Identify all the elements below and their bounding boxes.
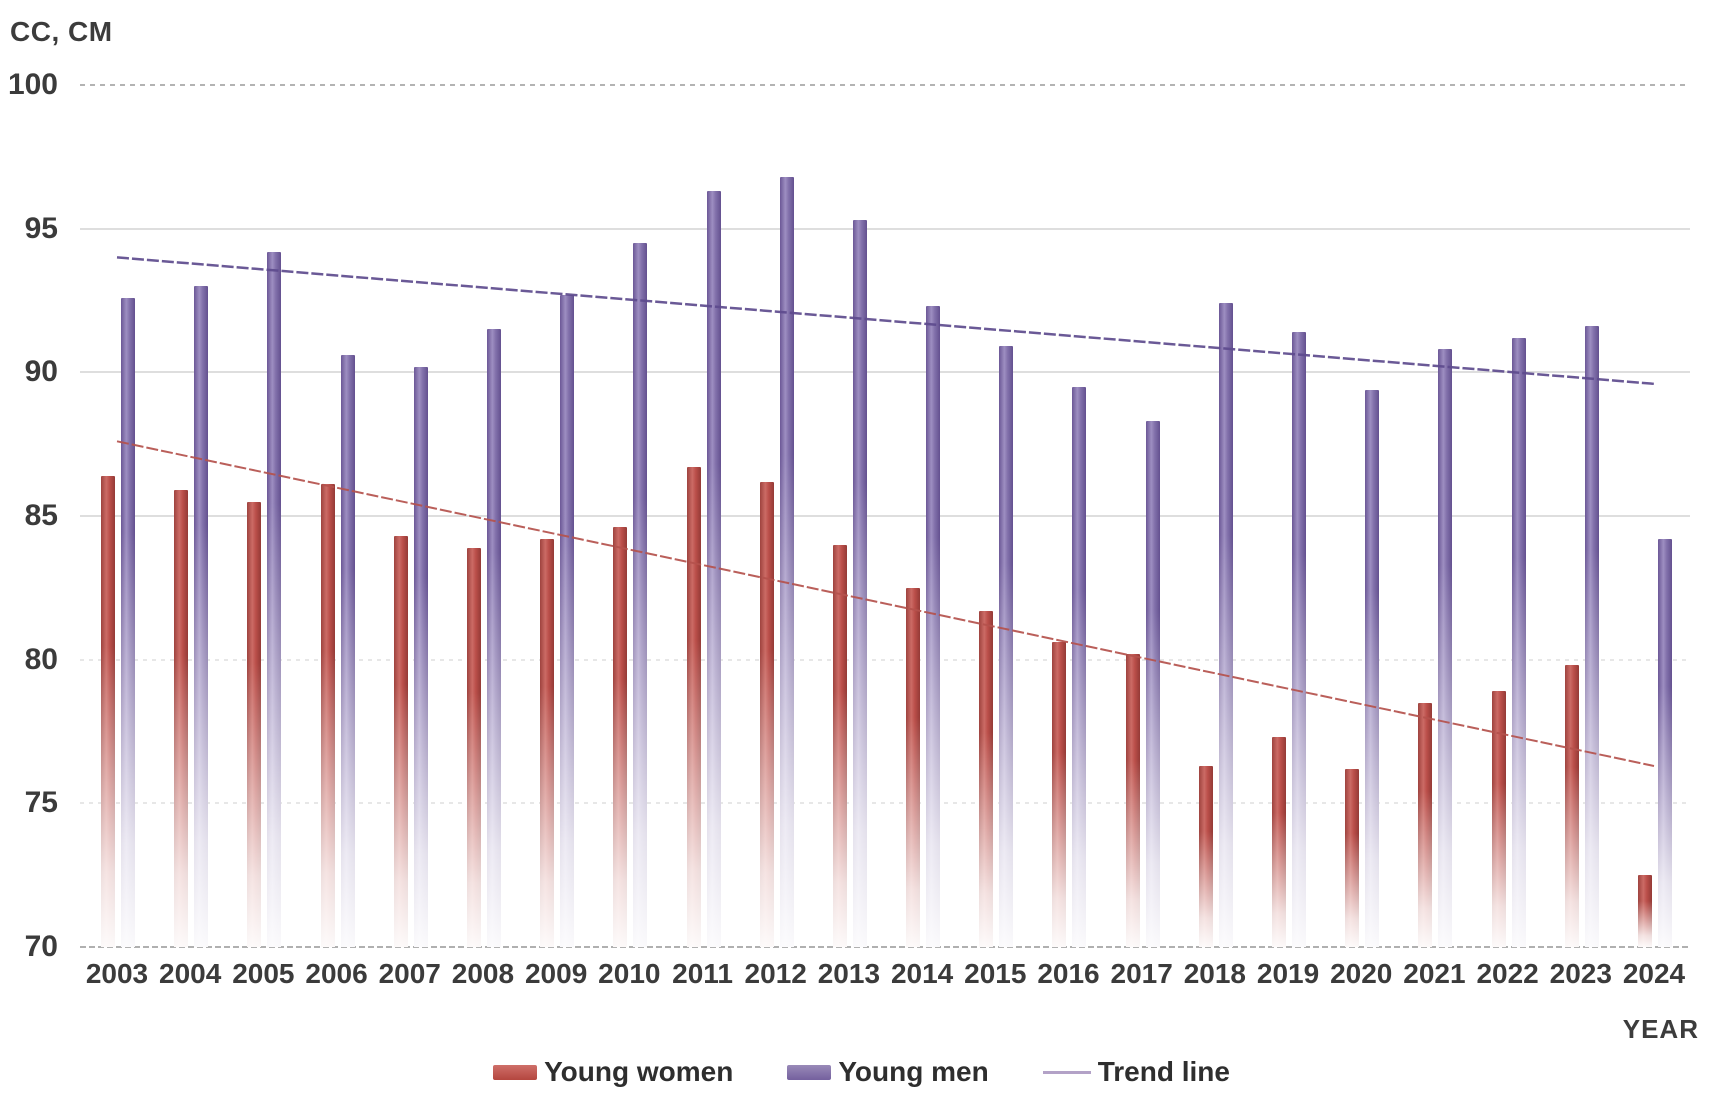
bar-women-2016 <box>1052 642 1067 947</box>
bar-women-2019 <box>1272 737 1287 947</box>
x-tick-label-2007: 2007 <box>378 958 441 989</box>
bar-men-2015 <box>999 346 1014 947</box>
x-tick-label-2019: 2019 <box>1256 958 1320 989</box>
bar-men-2004 <box>194 286 209 947</box>
gridline-85 <box>80 515 1690 517</box>
bar-women-2020 <box>1345 768 1360 947</box>
bar-men-2008 <box>486 329 501 947</box>
gridline-80 <box>80 658 1690 661</box>
bar-men-2003 <box>121 297 135 947</box>
x-tick-label-2018: 2018 <box>1183 958 1246 989</box>
x-tick-label-2009: 2009 <box>524 958 588 989</box>
bar-women-2013 <box>832 544 847 947</box>
bar-women-2022 <box>1491 691 1506 947</box>
legend: Young women Young men Trend line <box>0 1056 1723 1088</box>
y-tick-label-70: 70 <box>24 930 58 963</box>
bar-women-2003 <box>101 475 115 947</box>
legend-swatch-1 <box>787 1064 832 1080</box>
bar-women-2006 <box>320 484 335 947</box>
young-men-trend <box>116 256 1655 386</box>
bar-men-2020 <box>1365 389 1380 947</box>
bar-women-2005 <box>247 501 262 947</box>
x-tick-label-2016: 2016 <box>1037 958 1100 989</box>
x-tick-label-2008: 2008 <box>451 958 515 989</box>
bar-men-2018 <box>1218 303 1233 947</box>
bar-women-2009 <box>540 538 555 947</box>
bar-men-2010 <box>633 243 648 947</box>
bar-women-2023 <box>1564 665 1579 947</box>
legend-swatch-2 <box>1042 1070 1091 1074</box>
x-tick-label-2004: 2004 <box>159 958 222 989</box>
young-women-trend <box>116 440 1655 767</box>
y-tick-label-75: 75 <box>24 786 58 820</box>
gridline-90 <box>80 371 1690 374</box>
bar-women-2024 <box>1638 875 1652 947</box>
x-tick-label-2003: 2003 <box>85 958 149 989</box>
x-tick-label-2020: 2020 <box>1330 958 1393 989</box>
legend-label: Trend line <box>1097 1056 1230 1087</box>
x-tick-label-2013: 2013 <box>817 958 881 989</box>
x-tick-label-2015: 2015 <box>964 958 1027 989</box>
x-tick-label-2011: 2011 <box>672 958 733 989</box>
legend-label: Young men <box>838 1056 989 1087</box>
x-tick-label-2022: 2022 <box>1476 958 1539 989</box>
gridline-75 <box>80 802 1690 805</box>
x-axis-title: YEAR <box>1622 1014 1699 1044</box>
bar-women-2014 <box>906 587 921 947</box>
legend-swatch-0 <box>493 1064 538 1080</box>
plot-area <box>80 84 1690 948</box>
bar-men-2012 <box>779 176 794 947</box>
x-tick-label-2014: 2014 <box>890 958 954 989</box>
bar-men-2009 <box>560 294 575 947</box>
gridline-70 <box>80 946 1690 948</box>
legend-item-young-women: Young women <box>493 1056 733 1088</box>
x-tick-label-2017: 2017 <box>1110 958 1173 989</box>
legend-item-trend-line: Trend line <box>1042 1056 1230 1088</box>
bar-women-2010 <box>613 527 628 947</box>
y-tick-label-95: 95 <box>24 211 58 245</box>
bar-men-2011 <box>706 191 721 947</box>
bar-men-2021 <box>1438 349 1453 947</box>
bar-women-2015 <box>979 610 994 947</box>
x-tick-label-2006: 2006 <box>305 958 368 989</box>
y-tick-label-80: 80 <box>24 642 58 676</box>
x-tick-label-2024: 2024 <box>1622 958 1686 989</box>
bar-men-2013 <box>852 220 867 947</box>
bar-women-2017 <box>1125 653 1140 947</box>
bar-men-2019 <box>1292 332 1307 947</box>
bar-men-2005 <box>267 251 282 947</box>
y-tick-label-100: 100 <box>7 68 58 101</box>
x-tick-label-2005: 2005 <box>232 958 295 989</box>
bar-men-2024 <box>1658 538 1672 947</box>
gridline-95 <box>80 227 1690 230</box>
gridline-100 <box>80 84 1690 86</box>
bar-men-2007 <box>413 366 428 947</box>
legend-item-young-men: Young men <box>787 1056 989 1088</box>
bar-men-2014 <box>926 306 941 947</box>
y-tick-label-90: 90 <box>24 355 58 389</box>
x-tick-label-2021: 2021 <box>1403 958 1466 989</box>
trend-lines <box>116 256 1655 767</box>
y-tick-label-85: 85 <box>24 499 58 532</box>
bar-women-2008 <box>466 547 481 947</box>
x-tick-label-2010: 2010 <box>598 958 661 989</box>
bar-men-2006 <box>340 355 355 947</box>
bar-men-2023 <box>1584 326 1599 947</box>
x-tick-label-2023: 2023 <box>1549 958 1612 989</box>
bar-women-2012 <box>759 481 774 947</box>
bar-women-2011 <box>686 467 701 947</box>
bar-men-2017 <box>1145 421 1160 947</box>
bar-women-2021 <box>1418 702 1433 947</box>
bar-men-2022 <box>1511 337 1526 947</box>
legend-label: Young women <box>544 1056 734 1087</box>
bar-women-2018 <box>1198 765 1213 947</box>
y-axis-title: CC, CM <box>10 16 113 47</box>
x-tick-label-2012: 2012 <box>744 958 807 989</box>
bar-women-2004 <box>174 490 189 947</box>
bar-men-2016 <box>1072 386 1087 947</box>
bar-women-2007 <box>393 536 408 947</box>
